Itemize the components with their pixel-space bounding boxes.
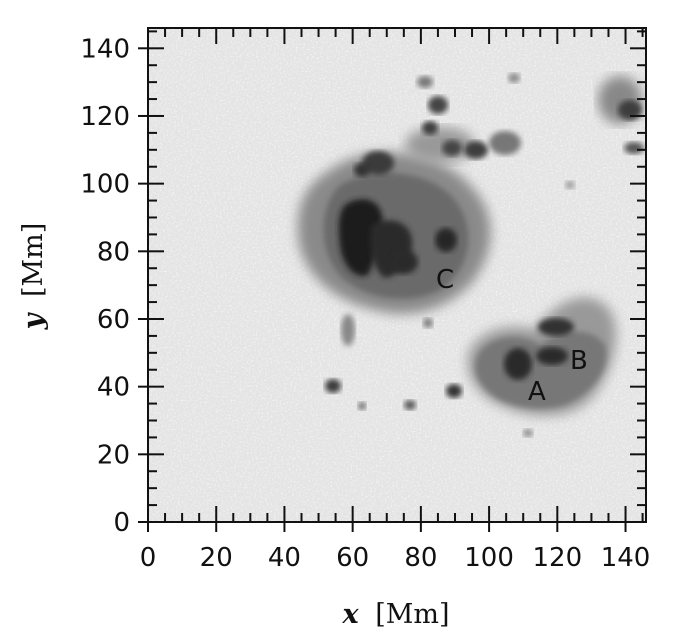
x-tick-label: 100 [464,543,514,573]
x-tick-label: 20 [200,543,233,573]
label-a: A [528,377,546,407]
y-tick-label: 20 [97,440,130,470]
label-b: B [570,346,588,376]
y-tick-label: 40 [97,373,130,403]
axis-ticks [138,28,646,532]
x-tick-label: 140 [601,543,651,573]
y-tick-label: 0 [113,508,130,538]
y-tick-label: 120 [80,102,130,132]
sunspot-upper-arc [405,73,644,163]
sunspot-a-b [467,297,617,416]
x-tick-label: 60 [336,543,369,573]
y-tick-label: 60 [97,305,130,335]
sunspot-c [297,151,491,314]
plot-frame [147,27,647,523]
y-axis-title: y [Mm] [18,223,49,331]
sunspot-image: C B A [148,28,646,522]
x-tick-label: 120 [532,543,582,573]
x-tick-labels: 0 20 40 60 80 100 120 140 [140,543,651,573]
y-tick-label: 100 [80,170,130,200]
x-tick-label: 80 [404,543,437,573]
y-tick-label: 140 [80,34,130,64]
x-tick-label: 40 [268,543,301,573]
x-tick-label: 0 [140,543,157,573]
y-tick-labels: 0 20 40 60 80 100 120 140 [80,34,130,538]
small-spots [325,181,575,437]
x-axis-title: x [Mm] [341,599,449,630]
label-c: C [436,265,454,295]
y-tick-label: 80 [97,237,130,267]
